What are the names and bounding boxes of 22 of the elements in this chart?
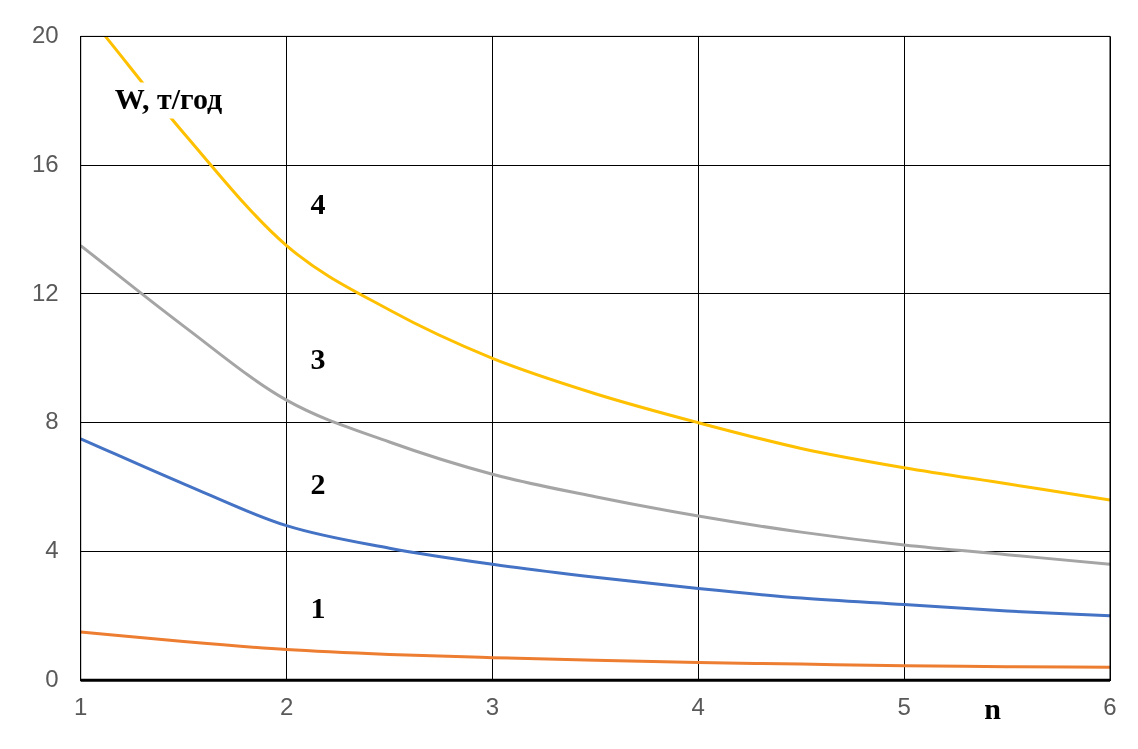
y-axis-title: W, т/год	[114, 82, 223, 116]
x-tick-label: 4	[691, 693, 705, 721]
series-label: 2	[310, 467, 326, 501]
y-tick-label: 12	[31, 278, 59, 306]
line-series	[80, 630, 1110, 669]
line-series	[80, 437, 1110, 618]
x-axis-title: n	[984, 691, 1002, 725]
series-label: 1	[310, 591, 326, 625]
x-tick-label: 2	[279, 693, 294, 721]
line-series	[80, 244, 1110, 566]
series-label: 3	[310, 341, 326, 375]
x-tick-label: 6	[1103, 693, 1117, 721]
x-tick-label: 5	[897, 693, 911, 721]
x-tick-label: 1	[74, 693, 88, 721]
line-series	[103, 36, 1110, 502]
series-label: 4	[310, 187, 326, 221]
y-tick-label: 0	[45, 664, 59, 692]
y-tick-label: 16	[31, 149, 59, 177]
y-tick-label: 4	[45, 536, 59, 564]
y-tick-label: 20	[31, 21, 59, 49]
x-tick-label: 3	[485, 693, 500, 721]
y-tick-label: 8	[45, 407, 59, 435]
